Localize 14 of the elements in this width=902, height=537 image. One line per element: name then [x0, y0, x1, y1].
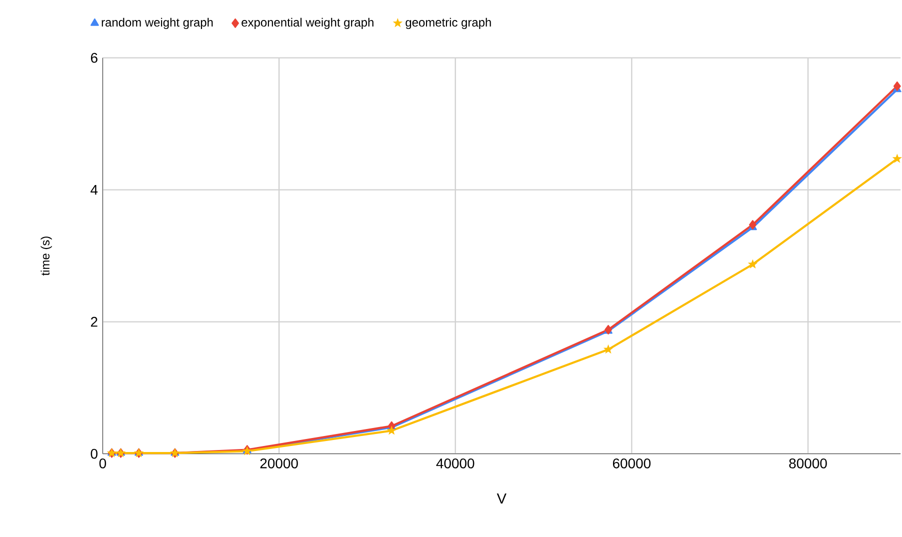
x-tick-label: 20000	[260, 458, 298, 469]
legend-label: geometric graph	[406, 18, 491, 30]
legend-label: exponential weight graph	[242, 18, 374, 30]
y-tick-label: 6	[90, 53, 98, 64]
x-tick-label: 80000	[789, 458, 827, 469]
x-axis-title: V	[496, 494, 506, 504]
y-tick-label: 4	[90, 185, 98, 195]
y-tick-label: 2	[90, 317, 98, 327]
y-tick-label: 0	[90, 449, 98, 459]
x-tick-label: 60000	[612, 458, 651, 469]
x-tick-label: 40000	[436, 458, 474, 469]
x-tick-label: 0	[99, 458, 106, 469]
y-axis-title: time (s)	[40, 236, 52, 276]
legend-label: random weight graph	[102, 18, 213, 30]
